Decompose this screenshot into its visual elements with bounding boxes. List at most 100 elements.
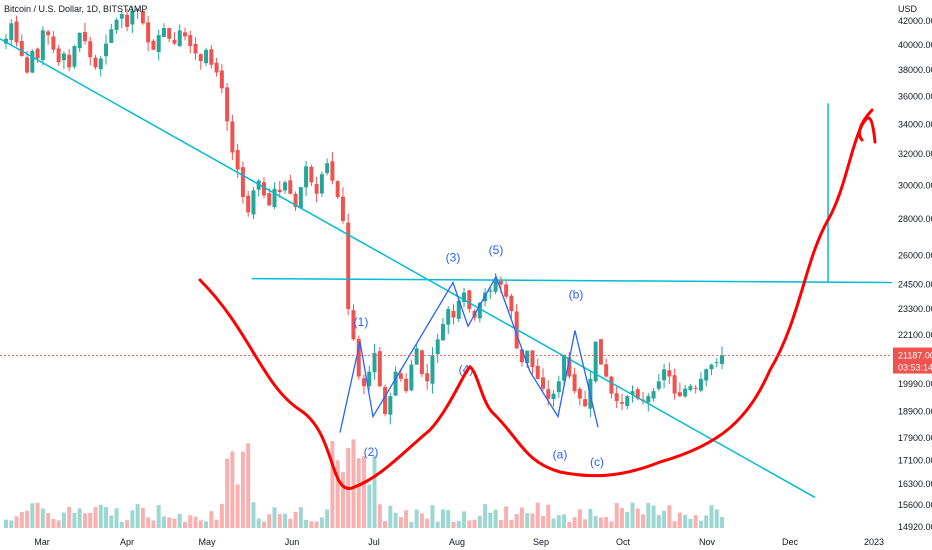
price-tick-label: 30000.00 [898, 181, 932, 191]
volume-bar [172, 518, 177, 528]
volume-bar [319, 517, 324, 528]
volume-bar [356, 458, 361, 528]
candle-body [67, 54, 72, 68]
volume-bar [77, 508, 82, 528]
candle-body [40, 30, 45, 61]
volume-bar [562, 514, 567, 528]
price-tick-label: 42000.00 [898, 16, 932, 26]
candle-body [88, 41, 93, 58]
volume-bar [267, 514, 272, 528]
volume-bar [398, 517, 403, 528]
volume-bar [714, 509, 719, 528]
candle-body [683, 388, 688, 397]
volume-bar [325, 509, 330, 528]
volume-bar [188, 515, 193, 528]
price-tick-label: 22100.00 [898, 330, 932, 340]
candle-body [146, 22, 151, 43]
volume-bar [367, 484, 372, 528]
candle-body [246, 195, 251, 213]
volume-bar [51, 518, 56, 528]
candle-body [82, 32, 87, 42]
volume-bar [235, 484, 240, 528]
volume-bar [667, 505, 672, 528]
candle-body [509, 295, 514, 312]
volume-bar [214, 519, 219, 528]
volume-bar [219, 503, 224, 528]
candle-body [651, 391, 656, 399]
candle-body [330, 161, 335, 181]
candle-body [30, 51, 35, 73]
volume-bar [25, 510, 30, 528]
candle-body [704, 369, 709, 381]
wave-label: (c) [590, 455, 604, 469]
candle-body [614, 393, 619, 402]
volume-bar [156, 505, 161, 528]
volume-bar [672, 521, 677, 528]
price-tick-label: 26000.00 [898, 250, 932, 260]
volume-bar [572, 517, 577, 528]
candle-body [104, 43, 109, 57]
candle-body [609, 376, 614, 394]
candle-body [225, 87, 230, 122]
volume-bar [314, 521, 319, 528]
candle-body [167, 28, 172, 39]
volume-bar [383, 520, 388, 528]
volume-bar [388, 505, 393, 528]
time-axis[interactable]: Mar Apr May Jun Jul Aug Sep Oct Nov Dec 2023 [34, 537, 884, 547]
volume-bar [498, 519, 503, 528]
candle-body [435, 339, 440, 355]
volume-bar [309, 521, 314, 528]
candle-body [551, 393, 556, 400]
volume-bar [140, 507, 145, 528]
candle-body [125, 14, 130, 27]
volume-bar [351, 439, 356, 528]
candle-body [214, 62, 219, 73]
price-tick-label: 32000.00 [898, 149, 932, 159]
neckline [251, 277, 893, 284]
time-tick-label: Mar [34, 537, 50, 547]
volume-bar [104, 507, 109, 528]
candle-body [440, 323, 445, 341]
candle-body [267, 193, 272, 206]
volume-bar [541, 515, 545, 528]
volume-bar [630, 502, 635, 528]
candle-body [630, 391, 635, 395]
candle-body [198, 54, 203, 62]
candle-body [161, 28, 166, 37]
candle-body [672, 375, 677, 394]
volume-bar [304, 519, 309, 528]
volume-bar [556, 515, 561, 528]
volume-bar [272, 507, 277, 528]
candle-body [446, 309, 451, 325]
candle-body [656, 381, 661, 389]
volume-bar [19, 512, 24, 528]
volume-bar [404, 510, 409, 528]
candle-body [504, 284, 509, 297]
candle-body [419, 350, 424, 375]
candle-body [388, 396, 393, 415]
candle-body [314, 184, 319, 194]
chart-title: Bitcoin / U.S. Dollar, 1D, BITSTAMP [4, 4, 147, 14]
wave-label: (1) [354, 315, 369, 329]
volume-bar [462, 511, 467, 528]
candle-body [114, 19, 119, 30]
volume-bar [130, 510, 135, 528]
candle-body [130, 10, 135, 25]
last-price-tag [893, 347, 932, 374]
price-tick-label: 18900.00 [898, 406, 932, 416]
last-price-text: 21187.00 [898, 351, 932, 361]
candle-body [625, 396, 630, 407]
price-axis[interactable]: 42000.00 40000.00 38000.00 36000.00 34000.00… [893, 16, 932, 532]
volume-bar [98, 504, 103, 528]
candle-body [367, 371, 372, 387]
candle-body [398, 373, 403, 379]
volume-bar [619, 507, 624, 528]
volume-bar [135, 504, 140, 528]
volume-bar [46, 513, 51, 528]
candle-body [193, 43, 198, 54]
candle-body [188, 35, 193, 47]
candle-body [46, 31, 51, 36]
volume-bar [519, 507, 524, 528]
volume-bar [604, 516, 609, 528]
